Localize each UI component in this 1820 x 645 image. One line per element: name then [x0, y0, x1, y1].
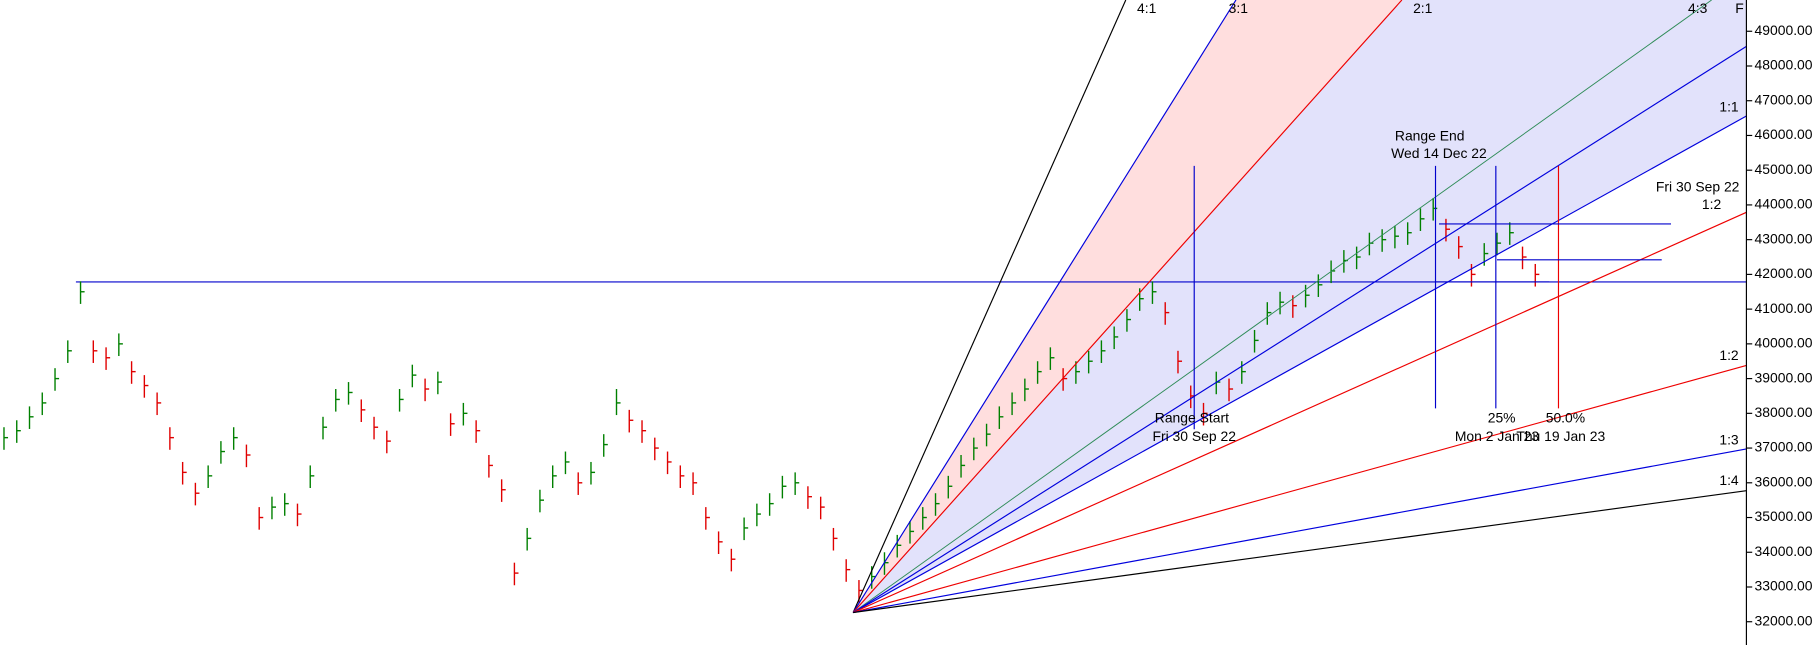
fan-line: [852, 0, 1237, 613]
fan-line: [853, 490, 1747, 614]
y-tick-label: 42000.00: [1755, 265, 1813, 281]
fan-line: [852, 211, 1747, 614]
fan-label: F: [1735, 0, 1744, 16]
annotation: Fri 30 Sep 22: [1152, 428, 1236, 444]
fan-label: 4:3: [1688, 0, 1708, 16]
y-tick-label: 46000.00: [1755, 126, 1813, 142]
fan-line: [853, 364, 1747, 614]
fan-line: [852, 0, 1712, 613]
fan-label: 1:1: [1719, 99, 1739, 115]
y-axis: 32000.00 33000.00 34000.00 35000.00 36000.00…: [1745, 0, 1813, 645]
annotation: Fri 30 Sep 22: [1656, 179, 1740, 195]
y-tick-label: 38000.00: [1755, 404, 1813, 420]
fan-label: 1:3: [1719, 431, 1739, 447]
annotation: 50.0%: [1546, 409, 1585, 425]
fan-line: [852, 0, 1403, 613]
fan-label: 1:4: [1719, 472, 1739, 488]
annotation: Range Start: [1155, 409, 1229, 425]
y-tick-label: 39000.00: [1755, 369, 1813, 385]
fan-line: [853, 448, 1747, 614]
annotation: Wed 14 Dec 22: [1391, 145, 1487, 161]
y-tick-label: 35000.00: [1755, 508, 1813, 524]
y-tick-label: 36000.00: [1755, 473, 1813, 489]
y-tick-label: 34000.00: [1755, 543, 1813, 559]
y-tick-label: 41000.00: [1755, 300, 1813, 316]
y-tick-label: 32000.00: [1755, 612, 1813, 628]
y-tick-label: 40000.00: [1755, 335, 1813, 351]
y-tick-label: 48000.00: [1755, 57, 1813, 73]
fan-line: [852, 0, 1127, 613]
y-tick-label: 43000.00: [1755, 230, 1813, 246]
fan-label: 1:2: [1702, 196, 1722, 212]
y-tick-label: 49000.00: [1755, 22, 1813, 38]
y-tick-label: 44000.00: [1755, 196, 1813, 212]
y-tick-label: 33000.00: [1755, 578, 1813, 594]
gann-fan: [852, 0, 1747, 614]
fan-label: 2:1: [1413, 0, 1433, 16]
y-tick-label: 37000.00: [1755, 439, 1813, 455]
fan-line: [852, 45, 1747, 614]
annotation: Mon 2 Jan 23: [1455, 428, 1540, 444]
labels: 4:1 3:1 2:1 4:3 F 1:1 1:2 1:2 1:3 1:4 Range EndWed…: [1137, 0, 1744, 488]
annotation: Thu 19 Jan 23: [1516, 428, 1605, 444]
fan-label: 4:1: [1137, 0, 1157, 16]
annotation: Range End: [1395, 128, 1465, 144]
fan-line: [852, 115, 1747, 614]
fan-label: 1:2: [1719, 347, 1739, 363]
fan-label: 3:1: [1229, 0, 1249, 16]
fan-zone-lavender: [853, 0, 1747, 613]
y-tick-label: 47000.00: [1755, 91, 1813, 107]
y-tick-label: 45000.00: [1755, 161, 1813, 177]
annotation: 25%: [1488, 409, 1516, 425]
